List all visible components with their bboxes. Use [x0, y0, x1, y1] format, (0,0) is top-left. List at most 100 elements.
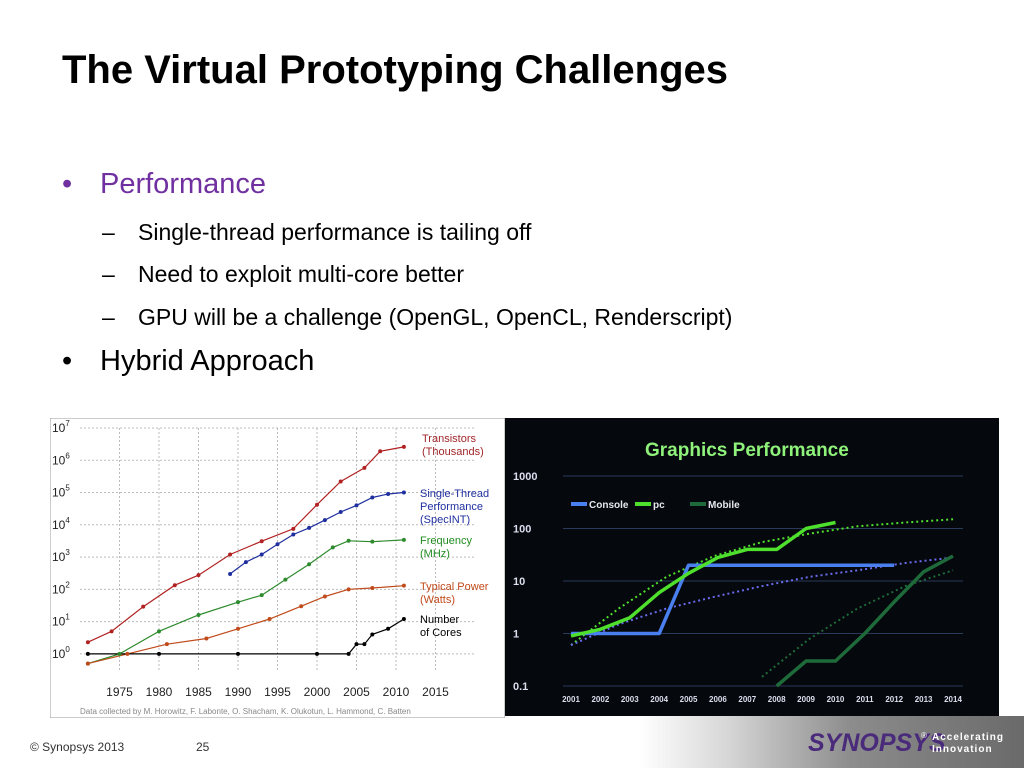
x-tick-label: 2006: [709, 695, 727, 704]
data-point: [259, 593, 264, 598]
legend-label: Transistors (Thousands): [422, 433, 484, 458]
data-point: [315, 651, 319, 656]
data-point: [228, 571, 233, 576]
data-point: [362, 642, 367, 647]
x-tick-label: 2005: [680, 695, 698, 704]
data-point: [125, 651, 130, 656]
data-point: [307, 562, 312, 567]
data-point: [85, 651, 90, 656]
footer-gradient: [640, 716, 1024, 768]
series-line: [229, 491, 404, 575]
data-point: [401, 617, 406, 622]
data-point: [157, 651, 161, 656]
y-tick-label: 1: [513, 629, 519, 641]
data-point: [204, 636, 209, 641]
x-tick-label: 2012: [885, 695, 903, 704]
x-tick-label: 1975: [106, 685, 133, 699]
data-point: [267, 617, 272, 622]
y-tick-label: 1000: [513, 471, 537, 483]
bullet-text: Performance: [100, 168, 267, 200]
data-point: [196, 613, 201, 618]
data-point: [362, 465, 367, 470]
data-point: [401, 490, 406, 495]
legend-label: Console: [589, 500, 629, 511]
data-point: [164, 642, 169, 647]
data-point: [236, 651, 240, 656]
data-point: [259, 539, 264, 544]
legend-label: Single-Thread Performance (SpecINT): [420, 488, 489, 526]
logo-word: SYNOPSYS: [808, 729, 946, 757]
legend-label: pc: [653, 500, 665, 511]
chart-title: Graphics Performance: [645, 440, 849, 461]
series-line: [775, 554, 954, 688]
data-point: [236, 626, 240, 631]
x-tick-label: 2015: [422, 685, 449, 699]
data-point: [370, 539, 375, 544]
dash-glyph: –: [102, 304, 115, 330]
x-tick-label: 2003: [621, 695, 639, 704]
x-tick-label: 2002: [591, 695, 609, 704]
x-tick-label: 2000: [304, 685, 331, 699]
data-point: [243, 560, 248, 565]
dash-glyph: –: [102, 261, 115, 287]
data-point: [354, 642, 359, 647]
data-point: [283, 577, 288, 582]
copyright: © Synopsys 2013: [30, 740, 125, 754]
x-tick-label: 1980: [146, 685, 173, 699]
data-point: [85, 661, 90, 666]
x-tick-label: 1985: [185, 685, 212, 699]
tagline-2: Innovation: [932, 744, 993, 755]
x-tick-label: 2010: [383, 685, 410, 699]
data-point: [370, 585, 375, 590]
data-point: [322, 594, 327, 599]
subbullet-text: Single-thread performance is tailing off: [138, 219, 532, 245]
data-point: [196, 573, 201, 578]
tagline-1: Accelerating: [932, 732, 1004, 743]
chart-footnote: Data collected by M. Horowitz, F. Labont…: [80, 707, 411, 716]
chart-background: [505, 418, 999, 716]
x-tick-label: 2009: [797, 695, 815, 704]
data-point: [370, 495, 375, 500]
data-point: [299, 604, 304, 609]
data-point: [117, 651, 122, 656]
trend-line: [761, 569, 954, 678]
logo-mark: ®: [921, 731, 927, 740]
data-point: [338, 509, 343, 514]
y-tick-label: 100: [513, 524, 531, 536]
x-tick-label: 2008: [768, 695, 786, 704]
graphics-performance-chart: Graphics Performance 1000 100 10 1 0.1 2001 20…: [505, 418, 999, 716]
data-point: [346, 651, 351, 656]
data-point: [275, 542, 280, 547]
data-point: [315, 502, 319, 507]
x-tick-label: 2004: [650, 695, 668, 704]
data-point: [401, 537, 406, 542]
dash-glyph: –: [102, 219, 115, 245]
trend-line: [570, 556, 954, 647]
y-tick-label: 0.1: [513, 681, 528, 693]
page-number: 25: [196, 740, 210, 754]
x-tick-label: 2010: [827, 695, 845, 704]
data-point: [109, 629, 114, 634]
data-point: [401, 444, 406, 449]
synopsys-logo: SYNOPSYS ® Accelerating Innovation: [808, 729, 1004, 757]
x-tick-label: 1995: [264, 685, 291, 699]
subbullet-text: Need to exploit multi-core better: [138, 261, 464, 287]
data-point: [307, 525, 312, 530]
series-line: [87, 539, 404, 665]
legend-label: Mobile: [708, 500, 740, 511]
y-tick-label: 10: [513, 576, 525, 588]
data-point: [291, 532, 296, 537]
data-point: [228, 552, 233, 557]
legend-label: Typical Power (Watts): [420, 581, 489, 606]
data-point: [141, 604, 146, 609]
cpu-trends-chart: 1975 1980 1985 1990 1995 2000 2005 2010 20151001…: [50, 418, 505, 718]
subbullet-text: GPU will be a challenge (OpenGL, OpenCL,…: [138, 304, 733, 330]
x-tick-label: 2005: [343, 685, 370, 699]
legend-label: Frequency (MHz): [420, 535, 472, 560]
bullet-text: Hybrid Approach: [100, 345, 315, 377]
data-point: [259, 552, 264, 557]
data-point: [172, 583, 177, 588]
data-point: [291, 526, 296, 531]
data-point: [157, 629, 161, 634]
bullet-glyph: •: [62, 345, 73, 377]
